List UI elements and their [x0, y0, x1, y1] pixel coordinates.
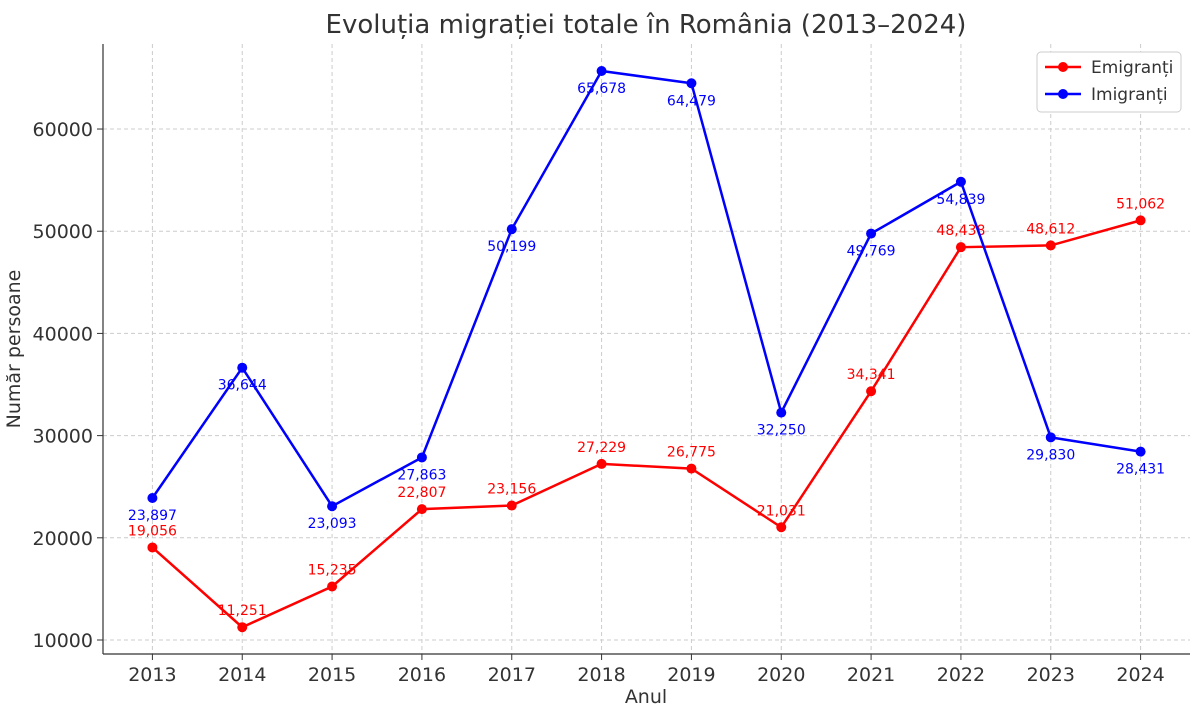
data-label: 11,251	[218, 603, 267, 619]
data-point	[147, 542, 158, 553]
data-point	[147, 492, 158, 503]
data-label: 23,156	[487, 482, 536, 498]
x-tick-label: 2024	[1116, 664, 1164, 686]
x-tick-label: 2018	[577, 664, 625, 686]
data-label: 34,341	[847, 367, 896, 383]
y-tick-label: 30000	[33, 426, 93, 448]
data-point	[866, 386, 877, 397]
data-label: 54,839	[936, 192, 985, 208]
data-label: 49,769	[847, 244, 896, 260]
data-label: 27,863	[397, 467, 446, 483]
data-label: 65,678	[577, 81, 626, 97]
data-point	[776, 407, 787, 418]
y-tick-label: 50000	[33, 221, 93, 243]
data-point	[596, 458, 607, 469]
data-point	[506, 500, 517, 511]
x-tick-label: 2014	[218, 664, 266, 686]
data-label: 29,830	[1026, 447, 1075, 463]
data-point	[686, 463, 697, 474]
series-group: 19,056 11,251 15,235 22,807 23,156 27,229 26,7…	[128, 65, 1165, 633]
data-label: 26,775	[667, 445, 716, 461]
legend-label: Emigranți	[1091, 58, 1173, 78]
y-tick-label: 60000	[33, 119, 93, 141]
data-label: 51,062	[1116, 196, 1165, 212]
data-label: 19,056	[128, 523, 177, 539]
x-tick-label: 2023	[1027, 664, 1075, 686]
x-tick-label: 2020	[757, 664, 805, 686]
data-label: 27,229	[577, 440, 626, 456]
data-label: 22,807	[397, 485, 446, 501]
data-point	[866, 228, 877, 239]
x-tick-label: 2017	[488, 664, 536, 686]
data-point	[416, 452, 427, 463]
data-label: 48,438	[936, 223, 985, 239]
x-tick-label: 2019	[667, 664, 715, 686]
series-line-Imigranți	[151, 69, 1141, 508]
y-tick-label: 40000	[33, 323, 93, 345]
data-point	[955, 242, 966, 253]
data-label: 23,093	[308, 516, 357, 532]
data-label: 21,031	[757, 503, 806, 519]
grid	[103, 44, 1190, 654]
data-label: 15,235	[308, 563, 357, 579]
data-point	[506, 224, 517, 235]
data-point	[1135, 215, 1146, 226]
x-tick-label: 2013	[128, 664, 176, 686]
data-point	[237, 622, 248, 633]
data-point	[1045, 432, 1056, 443]
series-line-Emigranți	[151, 219, 1141, 629]
axes: 2013 2014 2015 2016 2017 2018 2019 2020 2021 2022…	[33, 44, 1190, 686]
data-label: 48,612	[1026, 221, 1075, 237]
legend: Emigranți Imigranți	[1036, 51, 1182, 113]
data-point	[1045, 240, 1056, 251]
x-tick-label: 2021	[847, 664, 895, 686]
data-label: 28,431	[1116, 462, 1165, 478]
data-label: 23,897	[128, 508, 177, 524]
x-tick-label: 2016	[398, 664, 446, 686]
data-point	[1135, 446, 1146, 457]
data-label: 36,644	[218, 378, 267, 394]
chart-title: Evoluția migrației totale în România (20…	[326, 10, 967, 40]
legend-label: Imigranți	[1091, 85, 1168, 105]
data-point	[955, 176, 966, 187]
y-axis-label: Număr persoane	[3, 270, 25, 429]
data-point	[327, 581, 338, 592]
data-point	[237, 362, 248, 373]
data-label: 50,199	[487, 239, 536, 255]
data-point	[596, 65, 607, 76]
data-point	[686, 78, 697, 89]
x-tick-label: 2015	[308, 664, 356, 686]
legend-marker	[1058, 62, 1068, 72]
y-tick-label: 20000	[33, 528, 93, 550]
data-point	[776, 522, 787, 533]
data-point	[416, 504, 427, 515]
data-label: 32,250	[757, 423, 806, 439]
x-tick-label: 2022	[937, 664, 985, 686]
y-tick-label: 10000	[33, 630, 93, 652]
x-axis-label: Anul	[625, 686, 667, 708]
data-label: 64,479	[667, 93, 716, 109]
legend-marker	[1058, 89, 1068, 99]
data-point	[327, 501, 338, 512]
